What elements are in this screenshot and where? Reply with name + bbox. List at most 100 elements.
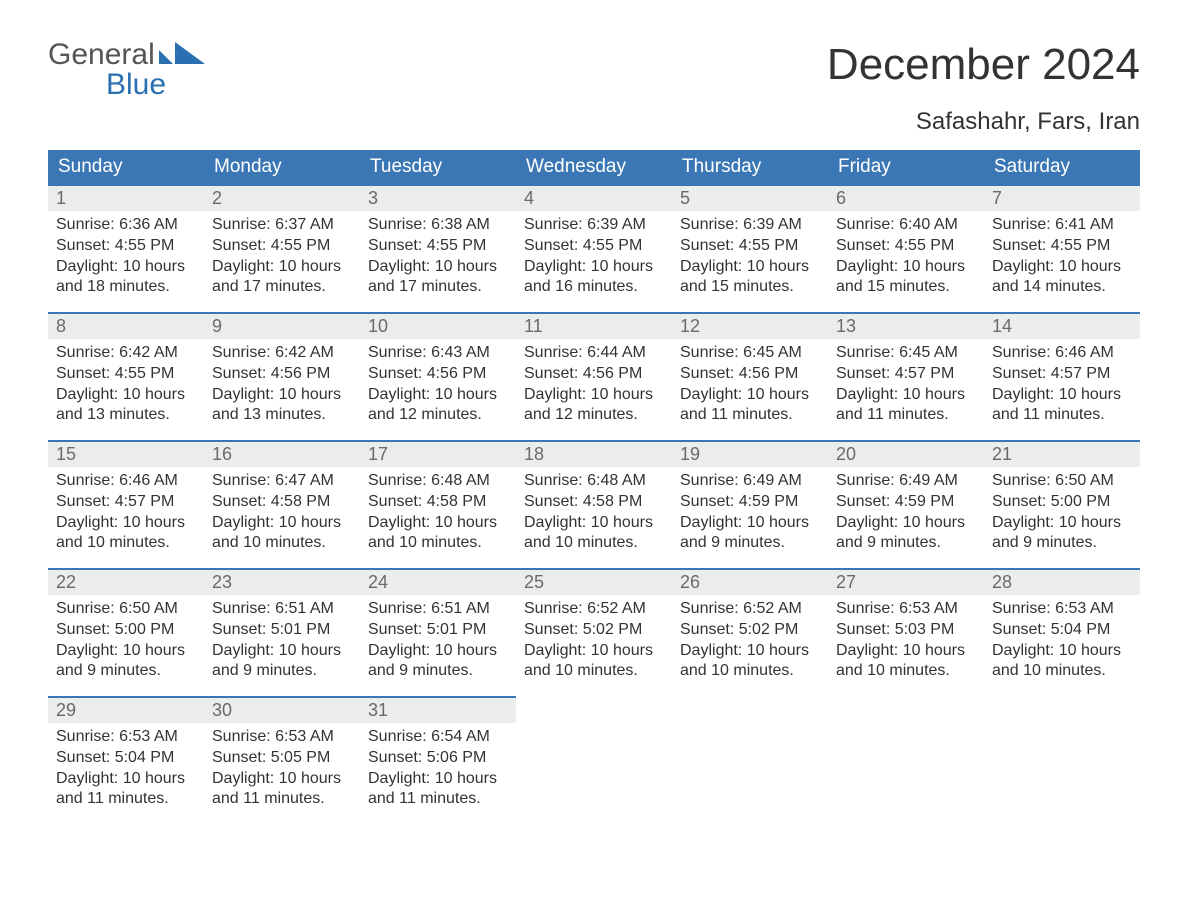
- sunset-label: Sunset:: [836, 237, 895, 254]
- sunset-line: Sunset: 4:58 PM: [524, 492, 664, 513]
- sunset-label: Sunset:: [212, 493, 271, 510]
- sunset-value: 4:57 PM: [1051, 365, 1111, 382]
- sunset-label: Sunset:: [992, 493, 1051, 510]
- day-details: Sunrise: 6:53 AMSunset: 5:04 PMDaylight:…: [984, 595, 1140, 692]
- sunset-value: 5:00 PM: [1051, 493, 1111, 510]
- sunrise-line: Sunrise: 6:48 AM: [368, 471, 508, 492]
- day-details: Sunrise: 6:47 AMSunset: 4:58 PMDaylight:…: [204, 467, 360, 564]
- daylight-line: Daylight: 10 hours and 10 minutes.: [56, 513, 196, 555]
- sunrise-line: Sunrise: 6:51 AM: [212, 599, 352, 620]
- sunrise-value: 6:46 AM: [119, 472, 178, 489]
- sunset-value: 4:55 PM: [271, 237, 331, 254]
- sunrise-value: 6:49 AM: [899, 472, 958, 489]
- sunset-label: Sunset:: [368, 749, 427, 766]
- day-number: 16: [204, 440, 360, 467]
- daylight-line: Daylight: 10 hours and 12 minutes.: [524, 385, 664, 427]
- sunrise-label: Sunrise:: [836, 472, 899, 489]
- sunrise-label: Sunrise:: [212, 472, 275, 489]
- weekday-header: Wednesday: [516, 150, 672, 184]
- sunset-line: Sunset: 4:55 PM: [56, 364, 196, 385]
- sunrise-label: Sunrise:: [56, 472, 119, 489]
- sunset-label: Sunset:: [680, 365, 739, 382]
- day-details: Sunrise: 6:53 AMSunset: 5:05 PMDaylight:…: [204, 723, 360, 820]
- calendar-table: SundayMondayTuesdayWednesdayThursdayFrid…: [48, 150, 1140, 824]
- sunrise-value: 6:45 AM: [899, 344, 958, 361]
- daylight-label: Daylight:: [368, 514, 435, 531]
- daylight-label: Daylight:: [56, 386, 123, 403]
- calendar-cell: 22Sunrise: 6:50 AMSunset: 5:00 PMDayligh…: [48, 568, 204, 696]
- sunset-label: Sunset:: [368, 493, 427, 510]
- daylight-line: Daylight: 10 hours and 9 minutes.: [56, 641, 196, 683]
- sunrise-label: Sunrise:: [836, 216, 899, 233]
- day-number: 2: [204, 184, 360, 211]
- sunset-label: Sunset:: [524, 365, 583, 382]
- day-number: 15: [48, 440, 204, 467]
- sunset-label: Sunset:: [212, 621, 271, 638]
- sunrise-value: 6:51 AM: [431, 600, 490, 617]
- day-details: Sunrise: 6:45 AMSunset: 4:56 PMDaylight:…: [672, 339, 828, 436]
- daylight-label: Daylight:: [212, 386, 279, 403]
- sunset-label: Sunset:: [56, 237, 115, 254]
- sunset-value: 4:56 PM: [583, 365, 643, 382]
- day-details: Sunrise: 6:44 AMSunset: 4:56 PM Daylight:…: [516, 339, 672, 436]
- day-details: Sunrise: 6:54 AMSunset: 5:06 PMDaylight:…: [360, 723, 516, 820]
- calendar-cell: 8Sunrise: 6:42 AMSunset: 4:55 PMDaylight…: [48, 312, 204, 440]
- daylight-label: Daylight:: [212, 514, 279, 531]
- calendar-cell: 17Sunrise: 6:48 AMSunset: 4:58 PMDayligh…: [360, 440, 516, 568]
- sunset-value: 4:55 PM: [115, 365, 175, 382]
- day-details: Sunrise: 6:50 AMSunset: 5:00 PMDaylight:…: [48, 595, 204, 692]
- sunset-line: Sunset: 4:59 PM: [680, 492, 820, 513]
- sunset-label: Sunset:: [56, 365, 115, 382]
- sunset-line: Sunset: 4:58 PM: [212, 492, 352, 513]
- calendar-cell: 10Sunrise: 6:43 AMSunset: 4:56 PMDayligh…: [360, 312, 516, 440]
- calendar-cell: 11Sunrise: 6:44 AMSunset: 4:56 PMDayligh…: [516, 312, 672, 440]
- sunrise-line: Sunrise: 6:54 AM: [368, 727, 508, 748]
- page-subtitle: Safashahr, Fars, Iran: [48, 108, 1140, 136]
- sunrise-label: Sunrise:: [212, 216, 275, 233]
- daylight-line: Daylight: 10 hours and 9 minutes.: [212, 641, 352, 683]
- calendar-cell: 20Sunrise: 6:49 AMSunset: 4:59 PMDayligh…: [828, 440, 984, 568]
- sunset-line: Sunset: 5:04 PM: [992, 620, 1132, 641]
- sunset-value: 5:00 PM: [115, 621, 175, 638]
- sunset-value: 5:02 PM: [739, 621, 799, 638]
- sunrise-label: Sunrise:: [56, 600, 119, 617]
- daylight-label: Daylight:: [368, 770, 435, 787]
- day-details: Sunrise: 6:42 AMSunset: 4:55 PMDaylight:…: [48, 339, 204, 436]
- calendar-cell: [516, 696, 672, 824]
- sunrise-value: 6:48 AM: [431, 472, 490, 489]
- sunset-label: Sunset:: [212, 237, 271, 254]
- calendar-cell: 27Sunrise: 6:53 AMSunset: 5:03 PMDayligh…: [828, 568, 984, 696]
- sunrise-label: Sunrise:: [212, 600, 275, 617]
- day-details: Sunrise: 6:51 AMSunset: 5:01 PMDaylight:…: [360, 595, 516, 692]
- daylight-line: Daylight: 10 hours and 18 minutes.: [56, 257, 196, 299]
- sunrise-label: Sunrise:: [56, 728, 119, 745]
- sunset-value: 4:55 PM: [115, 237, 175, 254]
- sunrise-value: 6:44 AM: [587, 344, 646, 361]
- sunset-label: Sunset:: [56, 749, 115, 766]
- sunrise-label: Sunrise:: [836, 344, 899, 361]
- day-details: Sunrise: 6:43 AMSunset: 4:56 PMDaylight:…: [360, 339, 516, 436]
- sunrise-value: 6:43 AM: [431, 344, 490, 361]
- sunrise-value: 6:38 AM: [431, 216, 490, 233]
- sunrise-line: Sunrise: 6:44 AM: [524, 343, 664, 364]
- sunset-label: Sunset:: [992, 621, 1051, 638]
- day-details: Sunrise: 6:50 AMSunset: 5:00 PMDaylight:…: [984, 467, 1140, 564]
- sunset-value: 4:55 PM: [739, 237, 799, 254]
- calendar-cell: [984, 696, 1140, 824]
- day-details: Sunrise: 6:36 AMSunset: 4:55 PMDaylight:…: [48, 211, 204, 308]
- sunset-label: Sunset:: [992, 365, 1051, 382]
- calendar-cell: 14Sunrise: 6:46 AMSunset: 4:57 PMDayligh…: [984, 312, 1140, 440]
- day-details: Sunrise: 6:40 AMSunset: 4:55 PMDaylight:…: [828, 211, 984, 308]
- sunset-label: Sunset:: [680, 493, 739, 510]
- daylight-label: Daylight:: [56, 514, 123, 531]
- sunrise-value: 6:54 AM: [431, 728, 490, 745]
- day-number: 1: [48, 184, 204, 211]
- day-number: 25: [516, 568, 672, 595]
- sunset-label: Sunset:: [368, 621, 427, 638]
- daylight-label: Daylight:: [992, 514, 1059, 531]
- daylight-label: Daylight:: [524, 642, 591, 659]
- sunrise-value: 6:37 AM: [275, 216, 334, 233]
- sunset-value: 4:56 PM: [739, 365, 799, 382]
- daylight-label: Daylight:: [836, 642, 903, 659]
- sunrise-label: Sunrise:: [368, 600, 431, 617]
